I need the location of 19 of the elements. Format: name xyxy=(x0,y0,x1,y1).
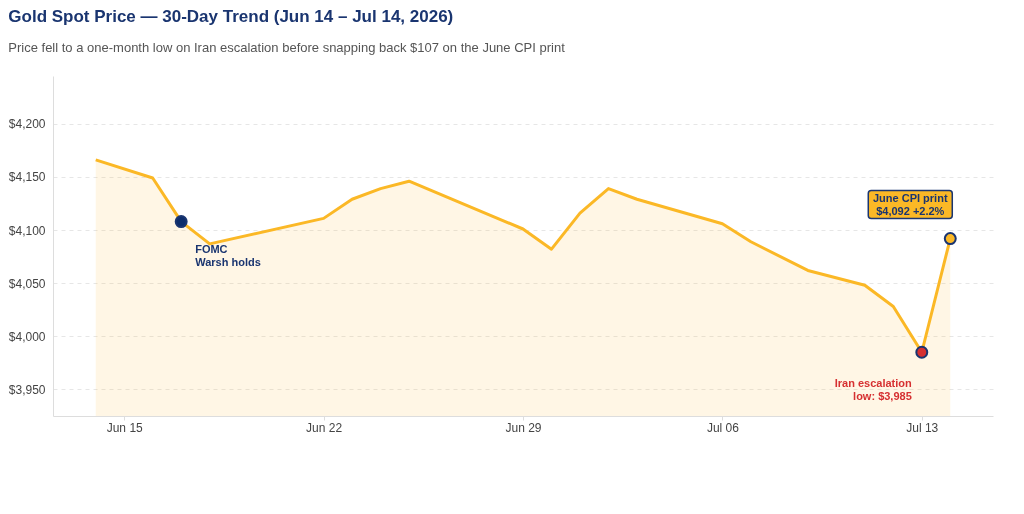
x-tick-label: Jul 06 xyxy=(706,420,740,435)
x-tick-label: Jun 22 xyxy=(306,420,343,435)
x-tick-label: Jun 29 xyxy=(505,420,542,435)
point xyxy=(943,232,957,246)
y-tick-label: $3,950 xyxy=(8,382,46,397)
chart-subtitle: Price fell to a one-month low on Iran escalation before snapping back $107 on the June CPI print xyxy=(8,40,566,55)
y-tick-label: $4,050 xyxy=(8,276,46,291)
y-tick-label: $4,200 xyxy=(8,117,46,132)
point xyxy=(915,345,929,359)
x-tick-label: Jul 13 xyxy=(906,420,939,435)
annotation: Iran escalation low: $3,985 xyxy=(834,377,913,403)
y-tick-label: $4,000 xyxy=(8,329,46,344)
point xyxy=(174,215,188,229)
chart-title: Gold Spot Price — 30-Day Trend (Jun 14 – Jul 14, 2026) xyxy=(8,7,454,26)
y-tick-label: $4,150 xyxy=(8,170,46,185)
x-tick-label: Jun 15 xyxy=(106,420,144,435)
annotation: FOMC Warsh holds xyxy=(195,242,261,268)
y-tick-label: $4,100 xyxy=(8,223,46,238)
annotation: June CPI print $4,092 +2.2% xyxy=(872,191,948,217)
